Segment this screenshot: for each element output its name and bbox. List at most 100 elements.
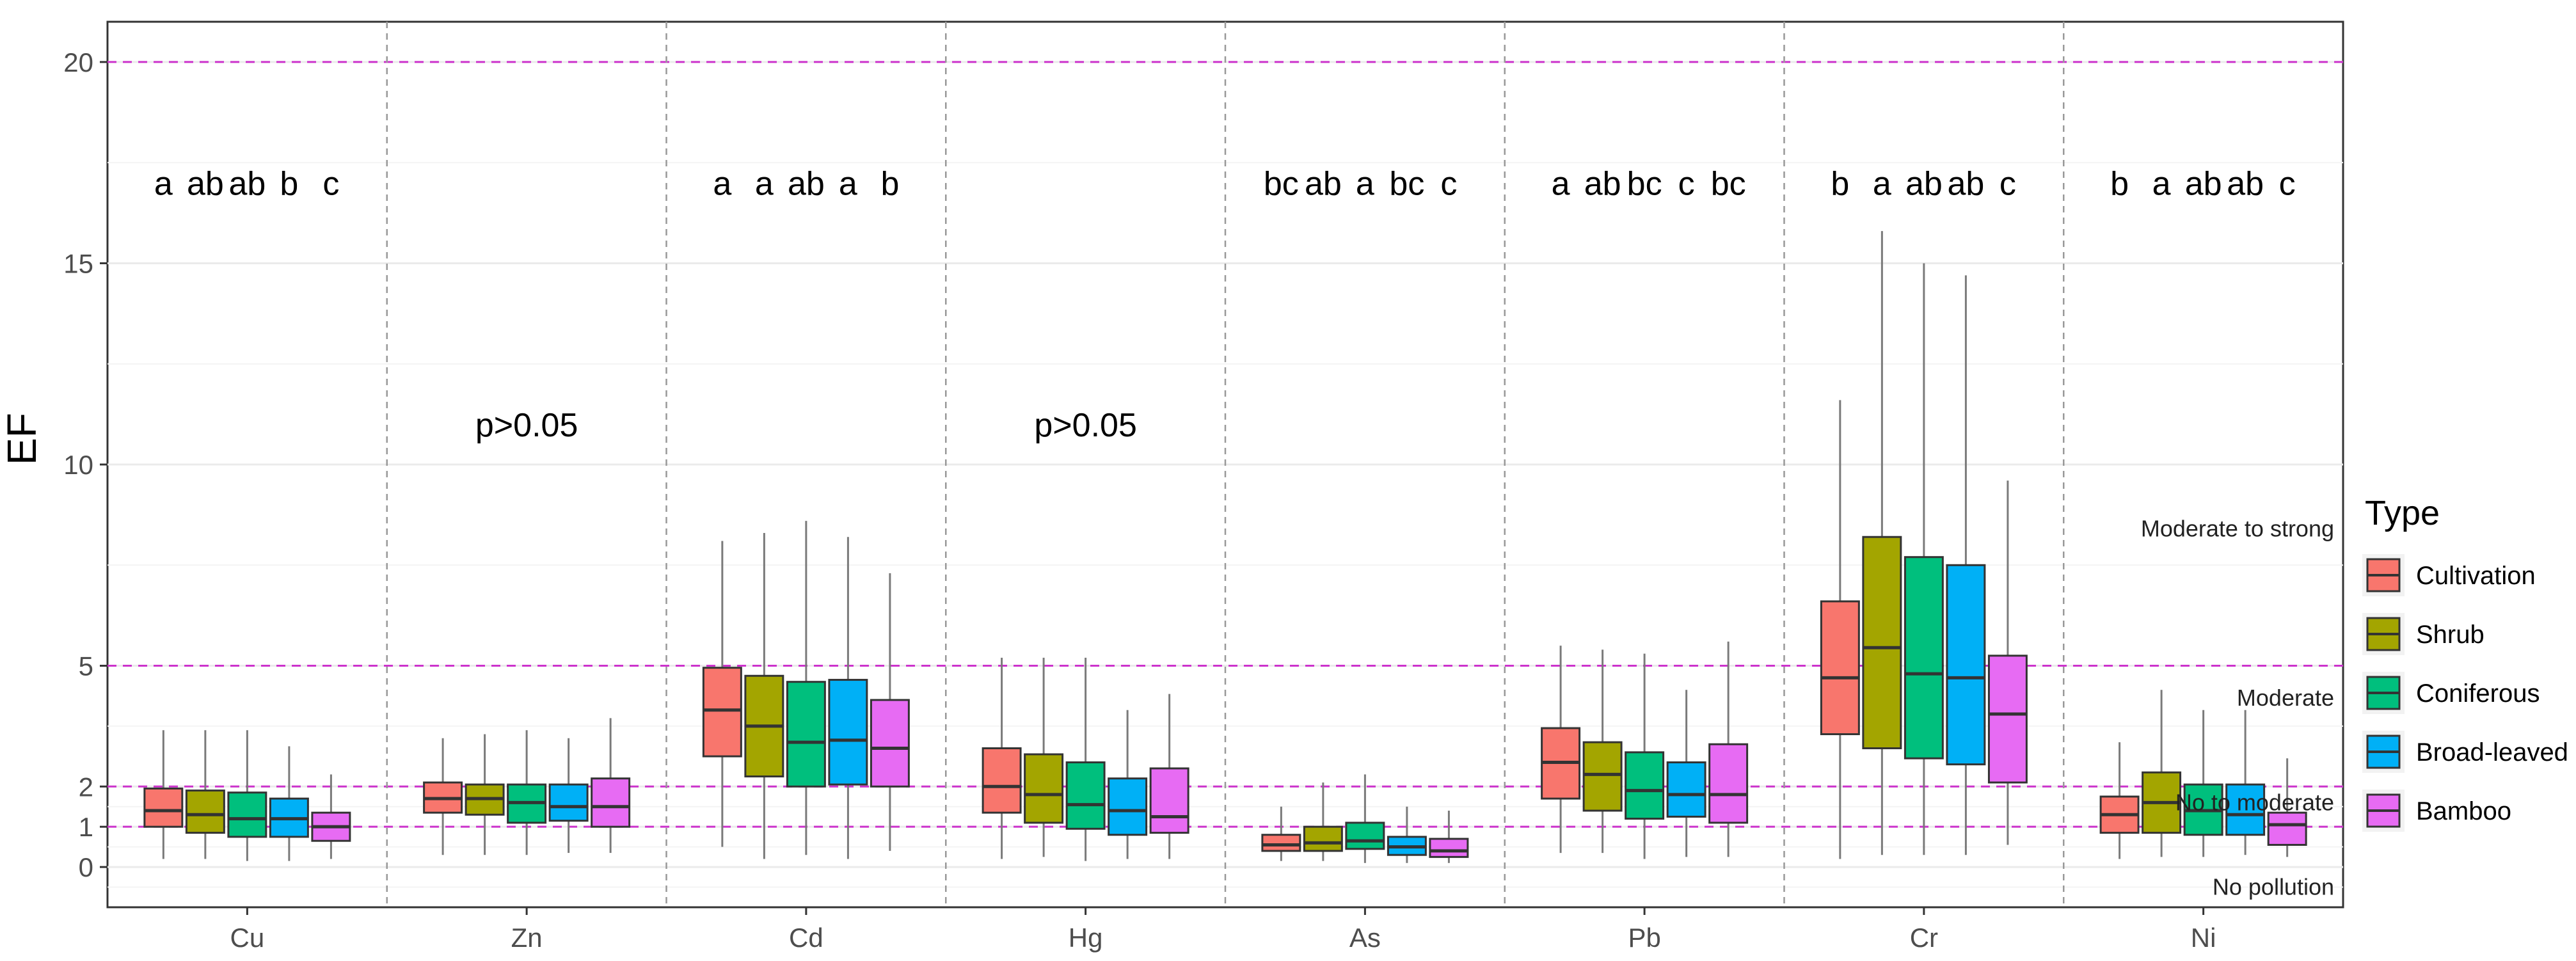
significance-letter: ab — [788, 166, 825, 203]
box — [1946, 564, 1986, 766]
significance-note: p>0.05 — [1034, 407, 1137, 444]
legend-label: Broad-leaved — [2416, 738, 2568, 766]
axes: 0 1 2 5 10 15 20 Cu Zn Cd Hg As Pb Cr Ni — [63, 47, 2216, 953]
box — [1024, 753, 1064, 824]
legend-label: Coniferous — [2416, 679, 2540, 708]
significance-letter: ab — [1305, 166, 1342, 203]
significance-letter: a — [755, 166, 774, 203]
significance-letter: ab — [187, 166, 224, 203]
box — [870, 699, 910, 788]
significance-letter: bc — [1711, 166, 1746, 203]
significance-letter: a — [154, 166, 173, 203]
significance-letter: b — [880, 166, 899, 203]
legend: Type Cultivation Shrub Coniferous Broad-lea… — [2362, 494, 2568, 832]
x-tick-label: Pb — [1628, 923, 1660, 953]
significance-letter: a — [713, 166, 731, 203]
box — [1625, 751, 1665, 820]
significance-letter: a — [1552, 166, 1570, 203]
box — [2225, 783, 2266, 836]
x-tick-label: Hg — [1069, 923, 1103, 953]
legend-label: Shrub — [2416, 621, 2485, 649]
y-tick-label: 10 — [63, 450, 93, 480]
box — [143, 787, 184, 828]
x-tick-label: As — [1349, 923, 1381, 953]
y-tick-label: 15 — [63, 248, 93, 278]
y-tick-label: 5 — [79, 651, 93, 681]
legend-title: Type — [2365, 494, 2440, 532]
box — [828, 679, 868, 786]
box — [1345, 822, 1385, 850]
significance-letter: ab — [228, 166, 266, 203]
y-axis-label: EF — [0, 413, 45, 465]
significance-note: p>0.05 — [475, 407, 578, 444]
significance-letter: a — [839, 166, 857, 203]
box — [786, 681, 826, 788]
box — [548, 783, 589, 822]
box — [1666, 761, 1706, 818]
significance-letter: bc — [1627, 166, 1662, 203]
box — [227, 791, 267, 838]
box — [591, 777, 631, 828]
box-group-hg — [982, 657, 1189, 861]
significance-letter: c — [2000, 166, 2016, 203]
y-tick-label: 2 — [79, 772, 93, 802]
box-group-cr — [1820, 231, 2028, 859]
significance-letter: bc — [1264, 166, 1299, 203]
significance-letter: a — [1873, 166, 1891, 203]
box — [1862, 536, 1902, 750]
legend-label: Cultivation — [2416, 562, 2536, 590]
box — [1708, 743, 1749, 824]
box — [1261, 834, 1301, 852]
significance-letter: a — [1356, 166, 1374, 203]
legend-item: Bamboo — [2362, 790, 2511, 832]
x-tick-label: Ni — [2191, 923, 2216, 953]
significance-letter: c — [1440, 166, 1457, 203]
box — [1429, 838, 1469, 858]
boxplots — [143, 231, 2307, 863]
y-tick-label: 0 — [79, 852, 93, 882]
box-group-cd — [702, 521, 910, 859]
zone-label: No pollution — [2213, 874, 2334, 900]
box — [1820, 600, 1860, 735]
x-tick-label: Cd — [789, 923, 823, 953]
box-group-as — [1261, 774, 1469, 863]
box — [1065, 761, 1106, 830]
significance-letter: bc — [1389, 166, 1424, 203]
box-group-cu — [143, 730, 351, 861]
significance-letter: c — [322, 166, 339, 203]
box — [1149, 767, 1189, 834]
box — [185, 790, 225, 834]
box — [1108, 777, 1148, 836]
zone-labels: No pollution No to moderate Moderate Modera… — [2141, 516, 2334, 900]
x-tick-label: Zn — [511, 923, 543, 953]
significance-letter: ab — [2227, 166, 2264, 203]
box — [1904, 556, 1944, 759]
significance-letter: b — [1831, 166, 1849, 203]
box — [1303, 825, 1343, 852]
box-group-pb — [1541, 641, 1749, 859]
significance-letter: ab — [1584, 166, 1621, 203]
y-tick-label: 1 — [79, 812, 93, 842]
box — [702, 667, 742, 758]
significance-letter: c — [2279, 166, 2296, 203]
box — [1987, 655, 2028, 784]
box-group-zn — [423, 718, 631, 855]
category-separators — [386, 22, 2065, 907]
significance-letter: ab — [2185, 166, 2222, 203]
zone-label: No to moderate — [2175, 789, 2334, 815]
zone-label: Moderate to strong — [2141, 516, 2334, 542]
significance-letter: b — [280, 166, 298, 203]
box — [1582, 741, 1623, 812]
box — [982, 747, 1022, 814]
significance-letter: b — [2110, 166, 2129, 203]
legend-label: Bamboo — [2416, 797, 2511, 825]
significance-letter: ab — [1947, 166, 1984, 203]
x-tick-label: Cu — [230, 923, 265, 953]
legend-item: Shrub — [2362, 613, 2485, 655]
legend-item: Cultivation — [2362, 554, 2536, 596]
legend-item: Broad-leaved — [2362, 731, 2568, 773]
box — [2267, 811, 2307, 846]
significance-letter: ab — [1905, 166, 1943, 203]
